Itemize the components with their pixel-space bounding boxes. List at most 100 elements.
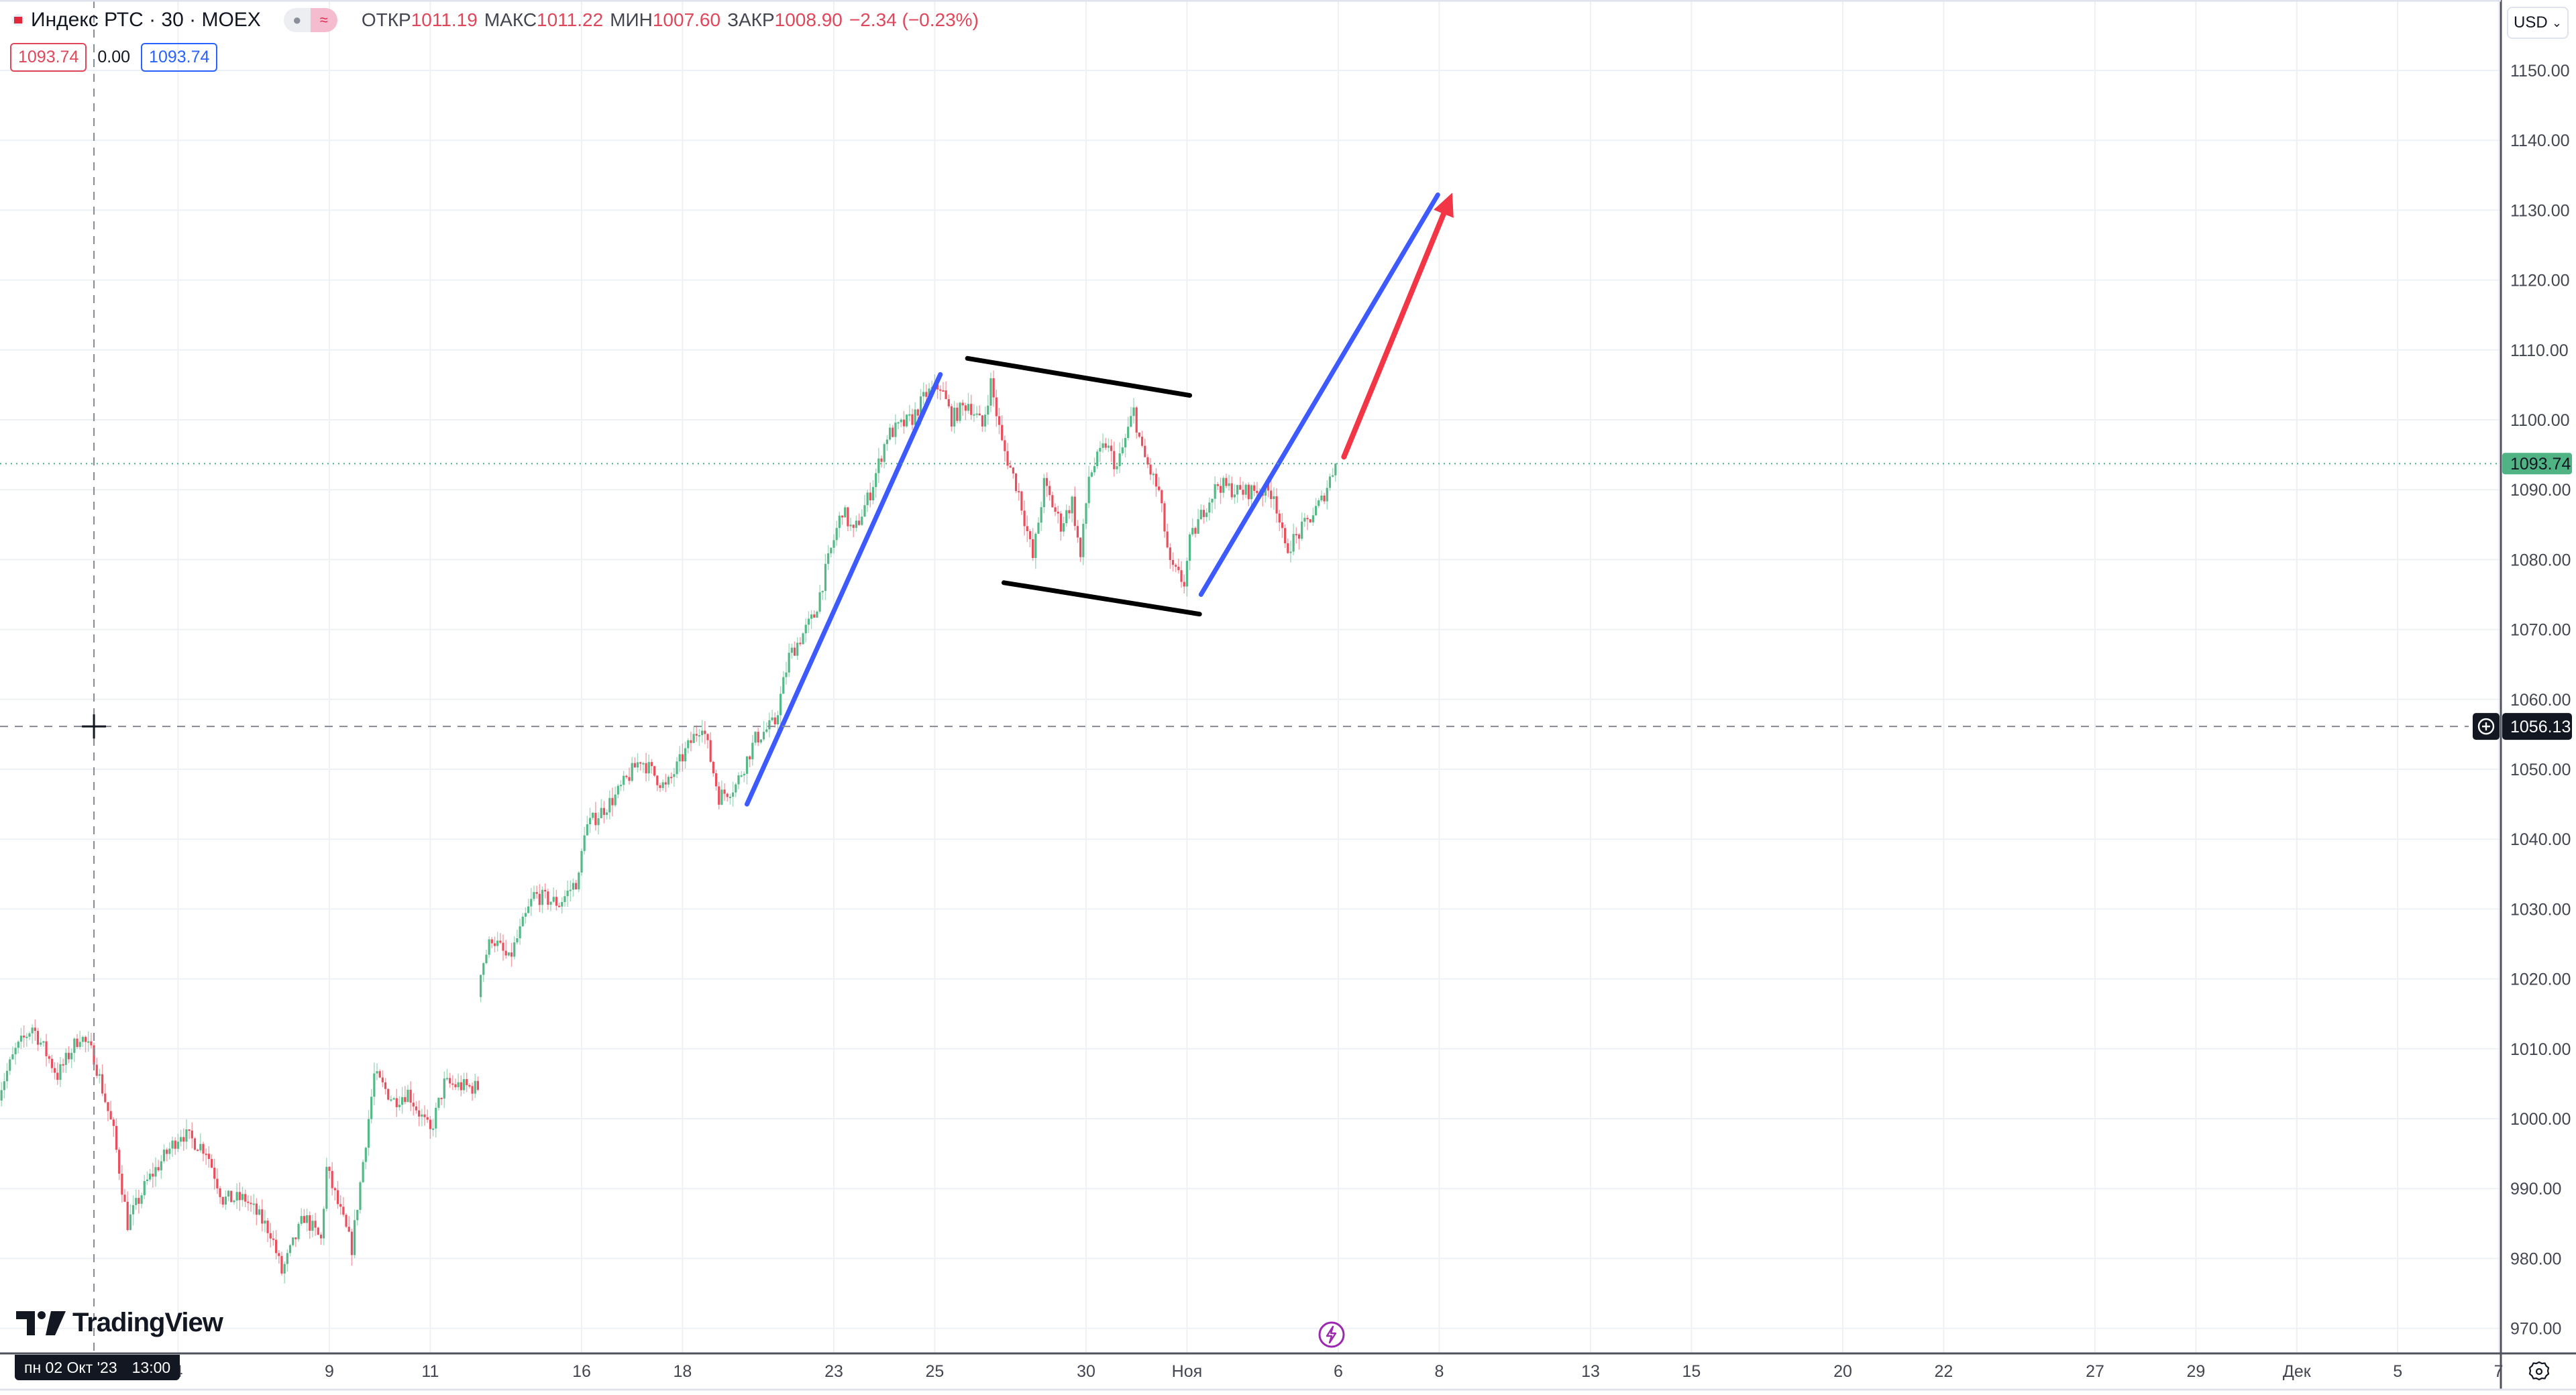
candle-down — [916, 409, 919, 416]
candle-down — [280, 1256, 283, 1274]
candle-up — [1037, 522, 1040, 534]
candle-down — [387, 1089, 390, 1100]
candle-down — [502, 942, 504, 951]
candle-down — [1219, 486, 1222, 493]
price-tick-label: 1070.00 — [2510, 621, 2571, 640]
dot-icon[interactable]: ● — [283, 8, 311, 32]
candle-up — [619, 785, 623, 787]
candle-up — [692, 734, 695, 743]
candle-up — [300, 1216, 303, 1224]
candle-down — [476, 1080, 480, 1090]
candle-up — [519, 926, 521, 938]
candle-up — [877, 458, 880, 473]
trend-line-drawing[interactable] — [965, 355, 1193, 398]
candle-down — [213, 1168, 216, 1179]
candle-up — [1096, 451, 1099, 467]
candle-down — [490, 939, 493, 944]
candle-down — [157, 1167, 160, 1170]
buy-button[interactable]: 1093.74 — [141, 43, 218, 72]
candle-up — [485, 954, 488, 964]
candle-down — [942, 390, 945, 392]
candle-up — [863, 505, 866, 517]
candle-up — [922, 392, 925, 397]
candle-up — [1273, 496, 1275, 500]
gear-icon[interactable] — [2528, 1360, 2551, 1383]
candle-down — [695, 734, 698, 736]
time-tick-label: 15 — [1682, 1362, 1701, 1381]
candle-up — [64, 1052, 67, 1065]
candle-down — [880, 458, 883, 462]
candle-down — [1049, 486, 1051, 496]
candle-up — [701, 730, 704, 736]
candle-down — [138, 1198, 140, 1204]
candle-up — [323, 1209, 325, 1239]
candle-down — [718, 786, 720, 805]
candle-down — [690, 740, 692, 743]
currency-select[interactable]: USD ⌄ — [2507, 7, 2569, 39]
candle-up — [1199, 510, 1202, 520]
price-tick-label: 1060.00 — [2510, 691, 2571, 710]
candle-down — [538, 893, 541, 905]
candle-down — [238, 1192, 241, 1201]
drawings[interactable] — [744, 192, 1454, 807]
approx-icon[interactable]: ≈ — [310, 8, 337, 32]
candle-up — [264, 1220, 266, 1224]
price-tick-label: 1000.00 — [2510, 1110, 2571, 1129]
symbol-title[interactable]: Индекс РТС · 30 · MOEX — [31, 9, 261, 31]
candle-down — [36, 1031, 40, 1045]
candle-up — [283, 1264, 286, 1274]
candle-down — [174, 1140, 176, 1149]
candle-up — [176, 1141, 179, 1149]
time-tick-label: 9 — [325, 1362, 334, 1381]
candle-up — [457, 1082, 460, 1088]
candle-down — [67, 1052, 70, 1060]
sell-button[interactable]: 1093.74 — [10, 43, 87, 72]
candle-up — [480, 974, 482, 997]
trend-line-drawing[interactable] — [1001, 580, 1202, 617]
candle-up — [785, 672, 788, 677]
candle-up — [776, 715, 780, 725]
time-tick-label: 13 — [1581, 1362, 1600, 1381]
candle-down — [381, 1077, 384, 1082]
visibility-toggle[interactable]: ● ≈ — [283, 8, 337, 32]
trend-line-drawing[interactable] — [744, 372, 943, 807]
trend-line-drawing[interactable] — [1198, 192, 1440, 597]
candle-up — [252, 1203, 255, 1205]
candle-down — [317, 1227, 319, 1235]
candle-down — [266, 1220, 269, 1233]
arrow-drawing[interactable] — [1341, 211, 1446, 460]
candle-down — [202, 1143, 205, 1154]
candle-down — [95, 1064, 98, 1076]
candle-down — [659, 785, 661, 788]
candle-up — [676, 761, 678, 775]
change-value: −2.34 (−0.23%) — [849, 9, 979, 30]
candle-up — [445, 1078, 449, 1080]
candle-up — [687, 740, 690, 748]
candle-up — [928, 388, 930, 397]
time-tick-label: 22 — [1934, 1362, 1953, 1381]
candle-down — [547, 891, 549, 905]
candle-down — [575, 883, 578, 890]
candle-up — [17, 1042, 19, 1048]
candle-up — [3, 1081, 5, 1091]
candle-up — [533, 892, 535, 899]
candle-down — [1073, 496, 1076, 526]
candle-down — [84, 1037, 87, 1042]
candle-down — [48, 1056, 50, 1059]
lightning-icon[interactable] — [1318, 1321, 1346, 1349]
candle-down — [706, 734, 709, 740]
candle-down — [704, 730, 706, 734]
candle-down — [869, 492, 871, 501]
candle-down — [1180, 570, 1183, 582]
candle-up — [592, 812, 594, 818]
candle-up — [919, 396, 922, 416]
tradingview-logo[interactable]: TradingView — [16, 1308, 223, 1338]
candle-down — [945, 390, 947, 400]
candle-up — [975, 413, 978, 415]
candle-up — [98, 1074, 101, 1076]
candle-down — [645, 763, 647, 774]
time-tick-label: 23 — [824, 1362, 843, 1381]
candle-up — [1236, 485, 1239, 495]
low-label: МИН — [610, 9, 653, 30]
